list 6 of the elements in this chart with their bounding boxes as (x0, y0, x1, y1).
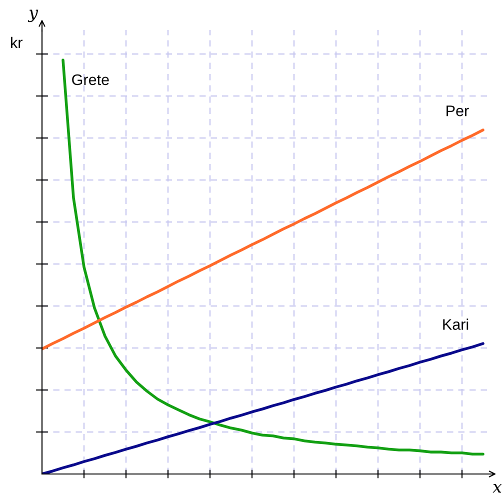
y-axis-title: y (28, 10, 38, 22)
series-label: Kari (443, 318, 468, 330)
series-label: Grete (72, 74, 109, 86)
text: kr (11, 36, 22, 48)
x-axis-title: x (492, 484, 502, 493)
series-label: Per (446, 106, 469, 116)
